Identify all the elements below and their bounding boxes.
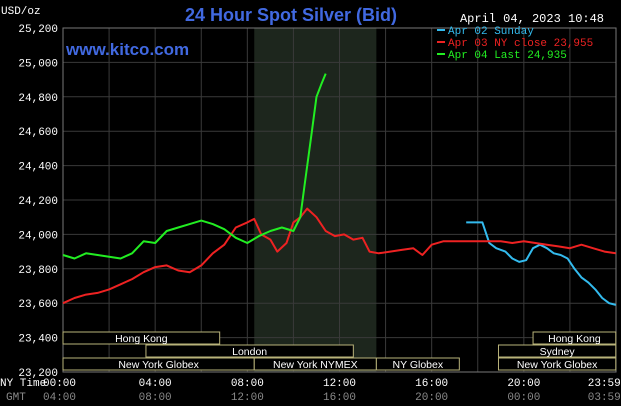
x-tick-ny-label: 00:00 — [43, 378, 76, 390]
x-tick-ny-label: 23:59 — [588, 378, 621, 390]
x-axis-ny-label: NY Time — [0, 378, 46, 390]
x-tick-ny-label: 08:00 — [231, 378, 264, 390]
legend-entry: Apr 03 NY close 23,955 — [448, 38, 593, 50]
x-tick-gmt-label: 16:00 — [323, 392, 356, 404]
x-tick-gmt-label: 03:59 — [588, 392, 621, 404]
y-tick-label: 23,800 — [18, 265, 58, 277]
session-label: New York NYMEX — [273, 359, 358, 371]
series-line — [466, 221, 617, 306]
y-tick-label: 25,200 — [18, 24, 58, 36]
y-tick-label: 23,600 — [18, 299, 58, 311]
market-sessions: Hong Kong London New York Globex New York N… — [62, 331, 617, 371]
y-axis-unit: USD/oz — [1, 6, 41, 18]
y-tick-label: 24,400 — [18, 162, 58, 174]
gridlines — [63, 28, 616, 372]
series-line — [62, 207, 616, 305]
x-tick-gmt-label: 04:00 — [43, 392, 76, 404]
session-label: Hong Kong — [115, 333, 168, 345]
x-axis-ticks: 00:00 04:00 08:00 12:00 16:00 20:00 23:59 04:00… — [43, 378, 621, 404]
y-tick-label: 24,200 — [18, 196, 58, 208]
session-label: New York Globex — [118, 359, 199, 371]
x-tick-gmt-label: 00:00 — [507, 392, 540, 404]
chart-title: 24 Hour Spot Silver (Bid) — [185, 5, 397, 25]
x-axis-gmt-label: GMT — [6, 392, 26, 404]
price-series — [62, 73, 617, 306]
plot-frame — [62, 27, 617, 373]
y-tick-label: 25,000 — [18, 58, 58, 70]
brand-watermark: www.kitco.com — [65, 40, 189, 59]
x-tick-ny-label: 04:00 — [139, 378, 172, 390]
session-bar — [497, 344, 617, 358]
session-label: London — [232, 346, 267, 358]
x-tick-ny-label: 16:00 — [415, 378, 448, 390]
y-tick-label: 24,800 — [18, 93, 58, 105]
chart-timestamp: April 04, 2023 10:48 — [460, 12, 604, 26]
x-tick-gmt-label: 12:00 — [231, 392, 264, 404]
y-tick-label: 24,600 — [18, 127, 58, 139]
session-bar — [532, 331, 617, 345]
legend-entry: Apr 04 Last 24,935 — [448, 50, 567, 62]
session-bar — [497, 357, 617, 371]
session-label: Hong Kong — [548, 333, 601, 345]
y-tick-label: 24,000 — [18, 230, 58, 242]
session-bar — [145, 344, 354, 358]
x-tick-ny-label: 12:00 — [323, 378, 356, 390]
y-axis-ticks: 25,200 25,000 24,800 24,600 24,400 24,200 24,0… — [18, 24, 58, 380]
x-tick-gmt-label: 20:00 — [415, 392, 448, 404]
series-line — [62, 73, 327, 260]
session-bar — [375, 357, 460, 371]
legend-entry: Apr 02 Sunday — [448, 26, 534, 38]
x-tick-gmt-label: 08:00 — [139, 392, 172, 404]
x-tick-ny-label: 20:00 — [507, 378, 540, 390]
y-tick-label: 23,400 — [18, 334, 58, 346]
session-label: New York Globex — [517, 359, 598, 371]
y-tick-label: 23,200 — [18, 368, 58, 380]
session-label: Sydney — [540, 346, 576, 358]
session-label: NY Globex — [393, 359, 444, 371]
session-bar — [62, 331, 221, 345]
